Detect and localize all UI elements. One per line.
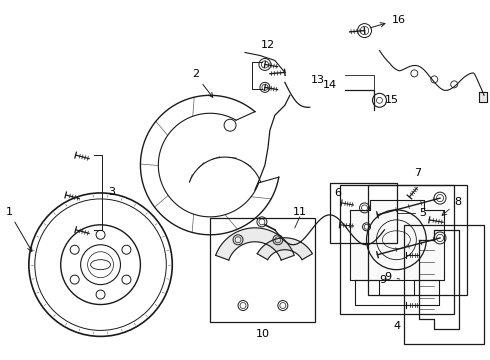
Text: 14: 14 <box>322 80 337 90</box>
Polygon shape <box>216 228 294 260</box>
Text: 9: 9 <box>379 275 386 285</box>
Text: 7: 7 <box>414 168 421 178</box>
Bar <box>210 218 315 323</box>
Text: 16: 16 <box>370 15 405 28</box>
Text: 8: 8 <box>442 197 461 215</box>
Polygon shape <box>349 200 444 280</box>
Text: 11: 11 <box>293 207 307 217</box>
Polygon shape <box>257 238 313 260</box>
Bar <box>368 185 467 294</box>
Text: 1: 1 <box>5 207 32 251</box>
Text: 15: 15 <box>385 95 398 105</box>
Polygon shape <box>479 92 487 102</box>
Text: 5: 5 <box>419 208 426 218</box>
Text: 2: 2 <box>192 69 213 97</box>
Bar <box>330 183 397 243</box>
Text: 9: 9 <box>385 271 400 282</box>
Text: 4: 4 <box>393 321 400 332</box>
Text: 6: 6 <box>334 188 341 198</box>
Text: 12: 12 <box>261 40 275 50</box>
Text: 10: 10 <box>255 329 270 339</box>
Text: 3: 3 <box>108 188 115 197</box>
Text: 13: 13 <box>311 75 325 85</box>
Bar <box>404 225 484 345</box>
Bar <box>340 185 454 315</box>
